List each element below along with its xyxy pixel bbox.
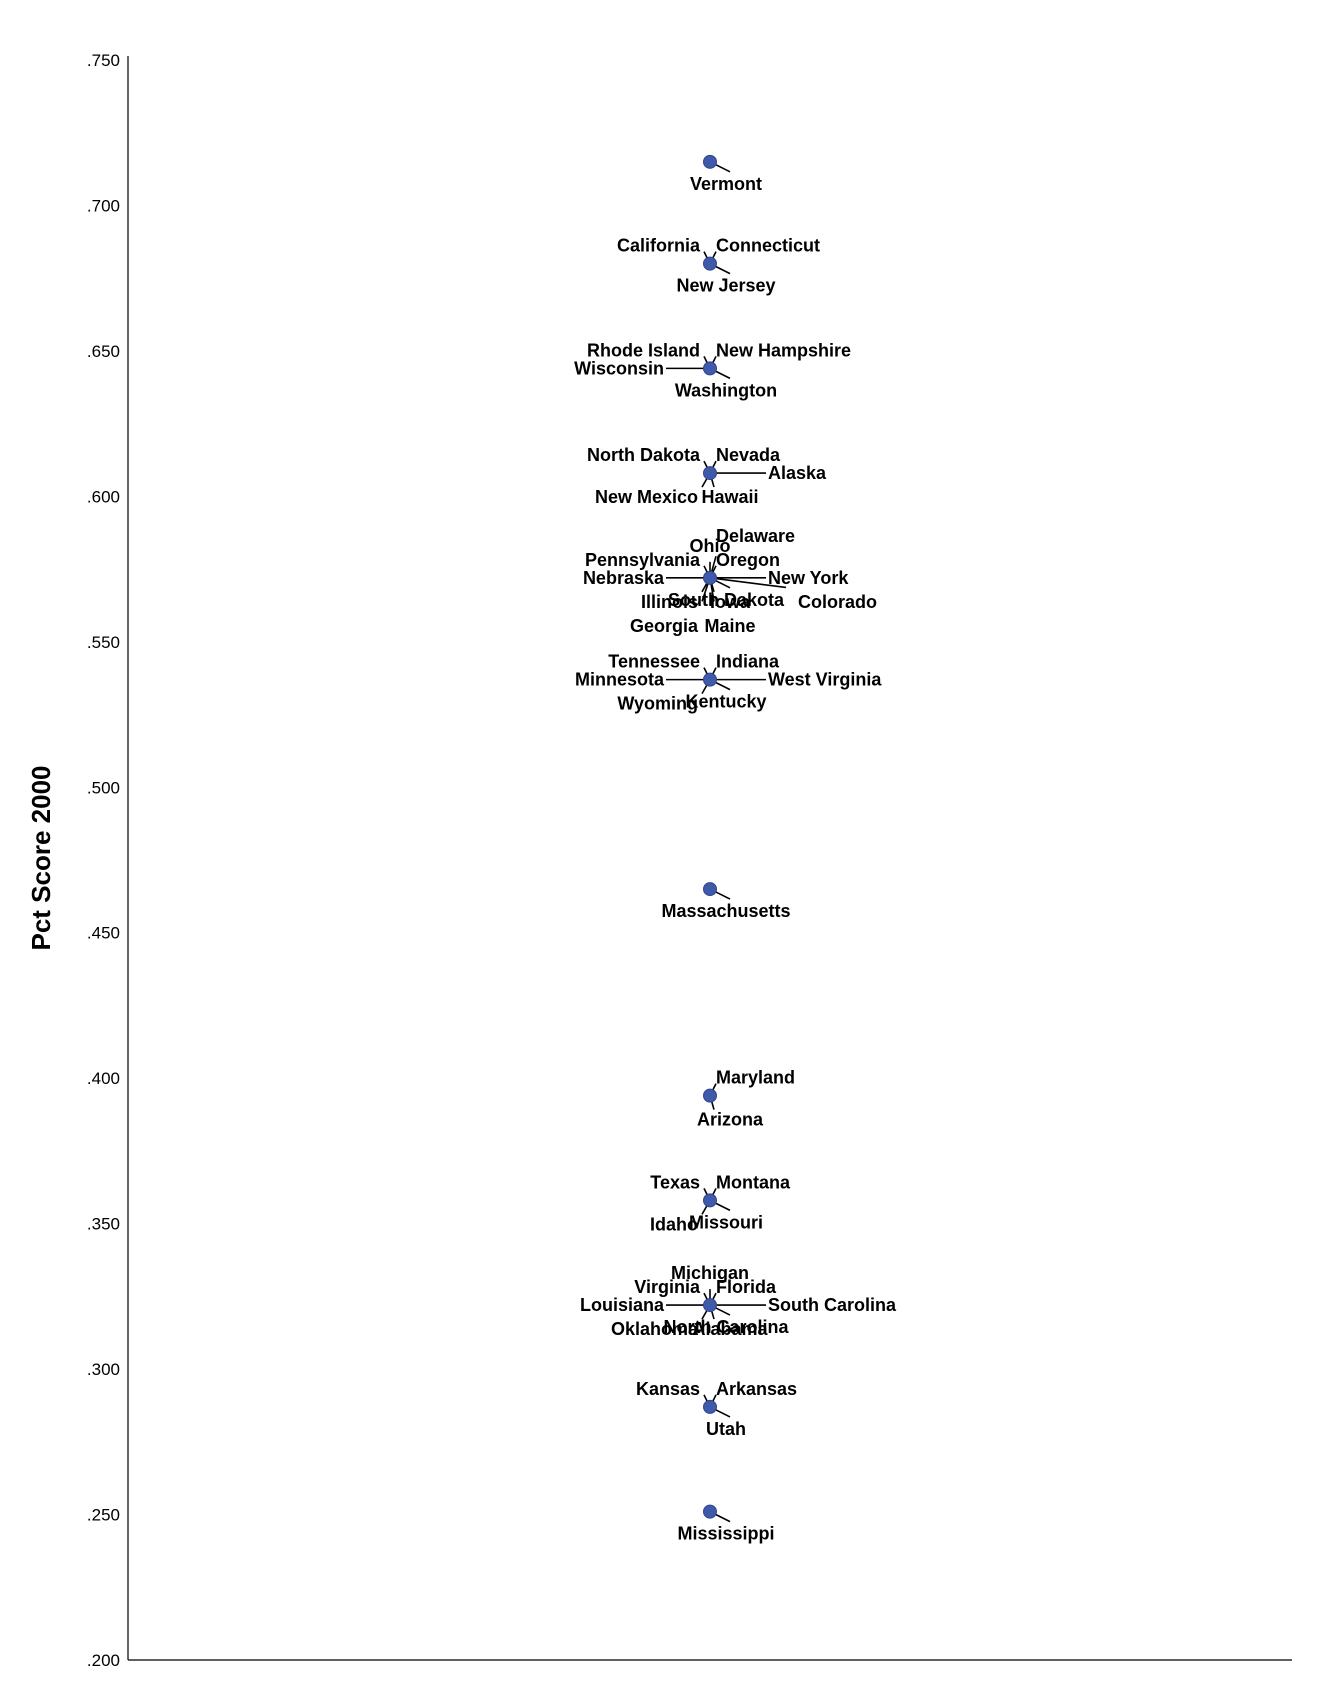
y-tick-label: .250 bbox=[87, 1506, 120, 1525]
point-label: Missouri bbox=[689, 1212, 763, 1232]
point-label: Minnesota bbox=[575, 670, 665, 690]
data-labels: Vermont California Connecticut New Jersey Rh… bbox=[574, 174, 897, 1544]
point-label: Michigan bbox=[671, 1263, 749, 1283]
y-tick-label: .450 bbox=[87, 924, 120, 943]
point-label: Illinois bbox=[641, 592, 698, 612]
y-tick-label: .600 bbox=[87, 487, 120, 506]
y-tick-label: .650 bbox=[87, 342, 120, 361]
point-label: Mississippi bbox=[677, 1524, 774, 1544]
point-label: Pennsylvania bbox=[585, 550, 701, 570]
point-label: California bbox=[617, 236, 701, 256]
point-label: Arkansas bbox=[716, 1379, 797, 1399]
point-label: South Dakota bbox=[668, 590, 785, 610]
data-point bbox=[703, 256, 717, 271]
y-tick-label: .300 bbox=[87, 1360, 120, 1379]
point-label: Tennessee bbox=[608, 652, 700, 672]
point-label: New Jersey bbox=[676, 276, 775, 296]
y-tick-labels: .750 .700 .650 .600 .550 .500 .450 .400 .350 .300… bbox=[87, 51, 120, 1670]
y-tick-label: .550 bbox=[87, 633, 120, 652]
point-label: Colorado bbox=[798, 592, 877, 612]
point-label: New York bbox=[768, 568, 849, 588]
y-axis-label: Pct Score 2000 bbox=[26, 765, 56, 950]
point-label: Vermont bbox=[690, 174, 762, 194]
axes bbox=[127, 56, 1292, 1661]
point-label: Virginia bbox=[634, 1277, 701, 1297]
point-label: Kentucky bbox=[685, 692, 766, 712]
point-label: Maryland bbox=[716, 1068, 795, 1088]
y-tick-label: .700 bbox=[87, 196, 120, 215]
point-label: Rhode Island bbox=[587, 340, 700, 360]
point-label: Hawaii bbox=[701, 487, 758, 507]
point-label: West Virginia bbox=[768, 670, 882, 690]
point-label: Wyoming bbox=[617, 694, 698, 714]
point-label: Delaware bbox=[716, 526, 795, 546]
data-point bbox=[703, 154, 717, 169]
data-point bbox=[703, 1088, 717, 1103]
point-label: Nevada bbox=[716, 445, 781, 465]
point-label: North Carolina bbox=[663, 1317, 789, 1337]
data-point bbox=[703, 466, 717, 481]
leader-line bbox=[709, 577, 787, 589]
data-point bbox=[703, 1298, 717, 1313]
point-label: Kansas bbox=[636, 1379, 700, 1399]
point-label: Washington bbox=[675, 380, 777, 400]
y-tick-label: .400 bbox=[87, 1069, 120, 1088]
point-label: Connecticut bbox=[716, 236, 820, 256]
data-point bbox=[703, 882, 717, 897]
point-label: Oklahoma bbox=[611, 1319, 699, 1339]
point-label: North Dakota bbox=[587, 445, 701, 465]
y-tick-label: .500 bbox=[87, 778, 120, 797]
point-label: Alaska bbox=[768, 463, 827, 483]
y-tick-label: .200 bbox=[87, 1651, 120, 1670]
point-label: South Carolina bbox=[768, 1295, 897, 1315]
data-point bbox=[703, 361, 717, 376]
point-label: Texas bbox=[650, 1172, 700, 1192]
point-label: Iowa bbox=[710, 592, 751, 612]
data-points bbox=[703, 154, 717, 1519]
point-label: Indiana bbox=[716, 652, 780, 672]
point-label: Florida bbox=[716, 1277, 777, 1297]
point-label: Georgia bbox=[630, 616, 699, 636]
data-point bbox=[703, 1193, 717, 1208]
point-label: Oregon bbox=[716, 550, 780, 570]
point-label: Wisconsin bbox=[574, 358, 664, 378]
point-label: Ohio bbox=[690, 536, 731, 556]
data-point bbox=[703, 1504, 717, 1519]
point-label: Utah bbox=[706, 1419, 746, 1439]
point-label: New Hampshire bbox=[716, 340, 851, 360]
point-label: Montana bbox=[716, 1172, 791, 1192]
y-tick-label: .750 bbox=[87, 51, 120, 70]
point-label: Arizona bbox=[697, 1110, 764, 1130]
data-point bbox=[703, 1399, 717, 1414]
data-point bbox=[703, 570, 717, 585]
point-label: Massachusetts bbox=[661, 901, 790, 921]
point-label: Nebraska bbox=[583, 568, 665, 588]
y-tick-label: .350 bbox=[87, 1215, 120, 1234]
point-label: Maine bbox=[704, 616, 755, 636]
point-label: Louisiana bbox=[580, 1295, 665, 1315]
data-point bbox=[703, 672, 717, 687]
point-label: Idaho bbox=[650, 1214, 698, 1234]
point-label: New Mexico bbox=[595, 487, 698, 507]
point-label: Alabama bbox=[692, 1319, 768, 1339]
